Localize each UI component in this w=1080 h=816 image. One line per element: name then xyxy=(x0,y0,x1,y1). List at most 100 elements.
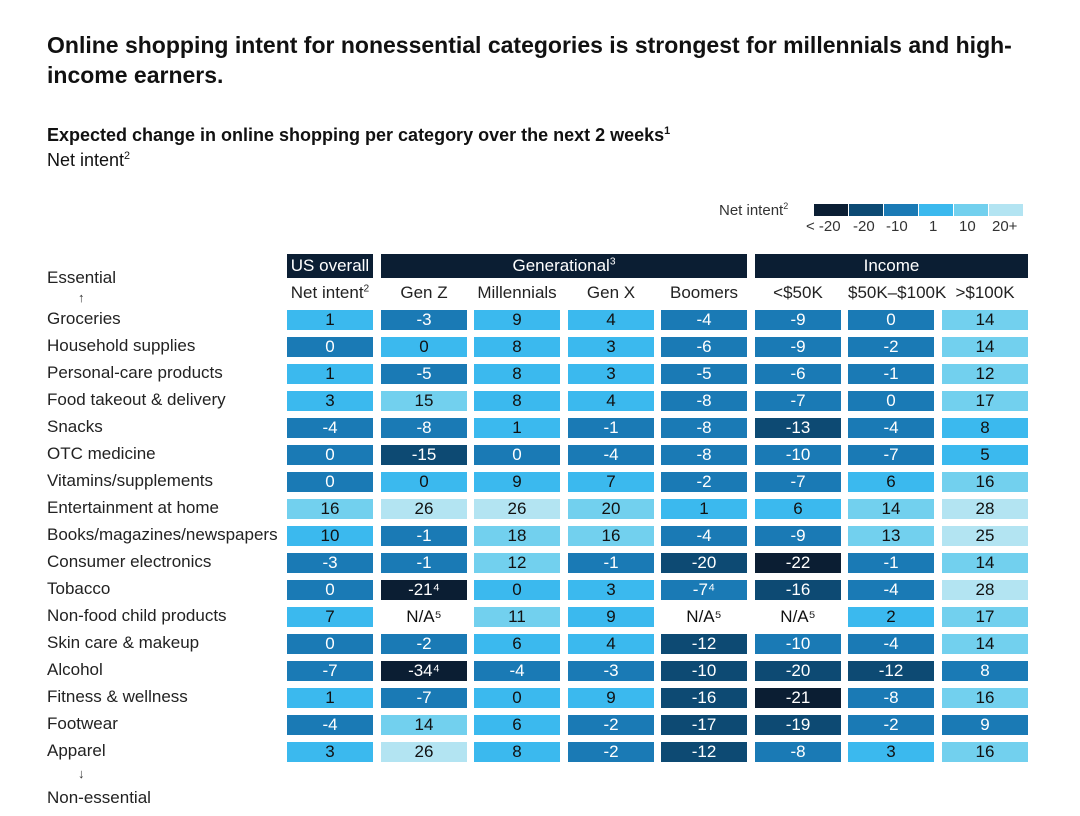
heatmap-cell: -7 xyxy=(381,688,467,708)
heatmap-cell: 16 xyxy=(942,742,1028,762)
heatmap-cell: -8 xyxy=(755,742,841,762)
heatmap-cell: 16 xyxy=(287,499,373,519)
heatmap-cell: 3 xyxy=(287,391,373,411)
heatmap-cell: -10 xyxy=(661,661,747,681)
heatmap-cell: 4 xyxy=(568,634,654,654)
axis-top-label: Essential xyxy=(47,268,116,287)
heatmap-cell: -13 xyxy=(755,418,841,438)
group-label: US overall xyxy=(290,256,370,275)
heatmap-cell: 14 xyxy=(942,337,1028,357)
heatmap-cell: 1 xyxy=(287,310,373,330)
heatmap-cell: 1 xyxy=(287,688,373,708)
heatmap-cell: 26 xyxy=(381,742,467,762)
legend-swatch xyxy=(954,204,988,216)
heatmap-cell: 12 xyxy=(474,553,560,573)
heatmap-cell: 8 xyxy=(942,661,1028,681)
legend-label: < -20 xyxy=(806,218,841,235)
measure-label: Net intent2 xyxy=(47,150,130,171)
legend-swatch xyxy=(814,204,848,216)
heatmap-cell: 15 xyxy=(381,391,467,411)
heatmap-cell: -20 xyxy=(755,661,841,681)
group-header: Income xyxy=(755,254,1028,278)
subtitle-text: Expected change in online shopping per c… xyxy=(47,125,665,145)
heatmap-cell: 8 xyxy=(942,418,1028,438)
chart-subtitle: Expected change in online shopping per c… xyxy=(47,125,670,146)
legend-label: 20+ xyxy=(992,218,1018,235)
row-label: Non-food child products xyxy=(47,606,227,625)
heatmap-cell: -34⁴ xyxy=(381,661,467,681)
heatmap-cell: 4 xyxy=(568,391,654,411)
heatmap-cell: -9 xyxy=(755,310,841,330)
heatmap-cell: -2 xyxy=(661,472,747,492)
heatmap-cell: 3 xyxy=(568,364,654,384)
heatmap-cell: 9 xyxy=(474,310,560,330)
heatmap-cell: 3 xyxy=(568,337,654,357)
heatmap-cell: -2 xyxy=(381,634,467,654)
column-header: $50K–$100K xyxy=(848,283,946,303)
heatmap-cell: 14 xyxy=(381,715,467,735)
legend-labels: < -20 -20 -10 1 10 20+ xyxy=(0,218,1080,238)
footnote-mark: 2 xyxy=(783,201,789,211)
heatmap-cell: -16 xyxy=(755,580,841,600)
heatmap-cell: -15 xyxy=(381,445,467,465)
heatmap-cell: 6 xyxy=(474,634,560,654)
heatmap-cell: 0 xyxy=(474,580,560,600)
heatmap-cell: -10 xyxy=(755,634,841,654)
heatmap-cell: 25 xyxy=(942,526,1028,546)
heatmap-cell: 8 xyxy=(474,391,560,411)
heatmap-cell: -8 xyxy=(661,445,747,465)
heatmap-cell: 0 xyxy=(474,688,560,708)
heatmap-cell: -7 xyxy=(848,445,934,465)
legend-title-text: Net intent xyxy=(719,202,784,219)
heatmap-cell: -12 xyxy=(661,634,747,654)
heatmap-cell: 17 xyxy=(942,607,1028,627)
heatmap-cell: -21⁴ xyxy=(381,580,467,600)
heatmap-cell: 26 xyxy=(381,499,467,519)
heatmap-cell: 14 xyxy=(942,310,1028,330)
row-label: Footwear xyxy=(47,714,118,733)
heatmap-cell: 28 xyxy=(942,499,1028,519)
heatmap-cell: -10 xyxy=(755,445,841,465)
row-label: Alcohol xyxy=(47,660,103,679)
heatmap-cell: 1 xyxy=(474,418,560,438)
heatmap-cell: -21 xyxy=(755,688,841,708)
heatmap-cell: 9 xyxy=(474,472,560,492)
heatmap-cell: -4 xyxy=(661,526,747,546)
heatmap-cell: -4 xyxy=(848,418,934,438)
row-label: Household supplies xyxy=(47,336,196,355)
heatmap-cell: -19 xyxy=(755,715,841,735)
chart-title: Online shopping intent for nonessential … xyxy=(47,32,1012,88)
heatmap-cell: -4 xyxy=(568,445,654,465)
heatmap-cell: -17 xyxy=(661,715,747,735)
heatmap-cell: 14 xyxy=(942,553,1028,573)
heatmap-cell: -7⁴ xyxy=(661,580,747,600)
group-label: Generational xyxy=(512,256,610,275)
heatmap-cell: -4 xyxy=(287,715,373,735)
legend-swatch xyxy=(884,204,918,216)
legend-swatch xyxy=(919,204,953,216)
heatmap-cell: 0 xyxy=(474,445,560,465)
heatmap-cell: -20 xyxy=(661,553,747,573)
column-label: Net intent xyxy=(290,283,364,302)
heatmap-cell: 6 xyxy=(474,715,560,735)
heatmap-cell: 11 xyxy=(474,607,560,627)
heatmap-cell: 7 xyxy=(287,607,373,627)
heatmap-cell: N/A⁵ xyxy=(686,607,722,626)
heatmap-cell: -1 xyxy=(381,526,467,546)
heatmap-cell: 0 xyxy=(287,580,373,600)
heatmap-cell: 17 xyxy=(942,391,1028,411)
heatmap-cell: 3 xyxy=(568,580,654,600)
row-label: OTC medicine xyxy=(47,444,156,463)
axis-bottom-label: Non-essential xyxy=(47,788,151,807)
row-label: Books/magazines/newspapers xyxy=(47,525,278,544)
row-label: Tobacco xyxy=(47,579,111,598)
column-header: <$50K xyxy=(755,283,841,303)
heatmap-cell: -1 xyxy=(568,553,654,573)
row-label: Food takeout & delivery xyxy=(47,390,226,409)
footnote-mark: 2 xyxy=(363,283,370,295)
row-label: Fitness & wellness xyxy=(47,687,188,706)
heatmap-cell: -7 xyxy=(755,391,841,411)
legend-color-scale xyxy=(814,204,1024,216)
row-label: Vitamins/supplements xyxy=(47,471,213,490)
heatmap-cell: 0 xyxy=(848,391,934,411)
